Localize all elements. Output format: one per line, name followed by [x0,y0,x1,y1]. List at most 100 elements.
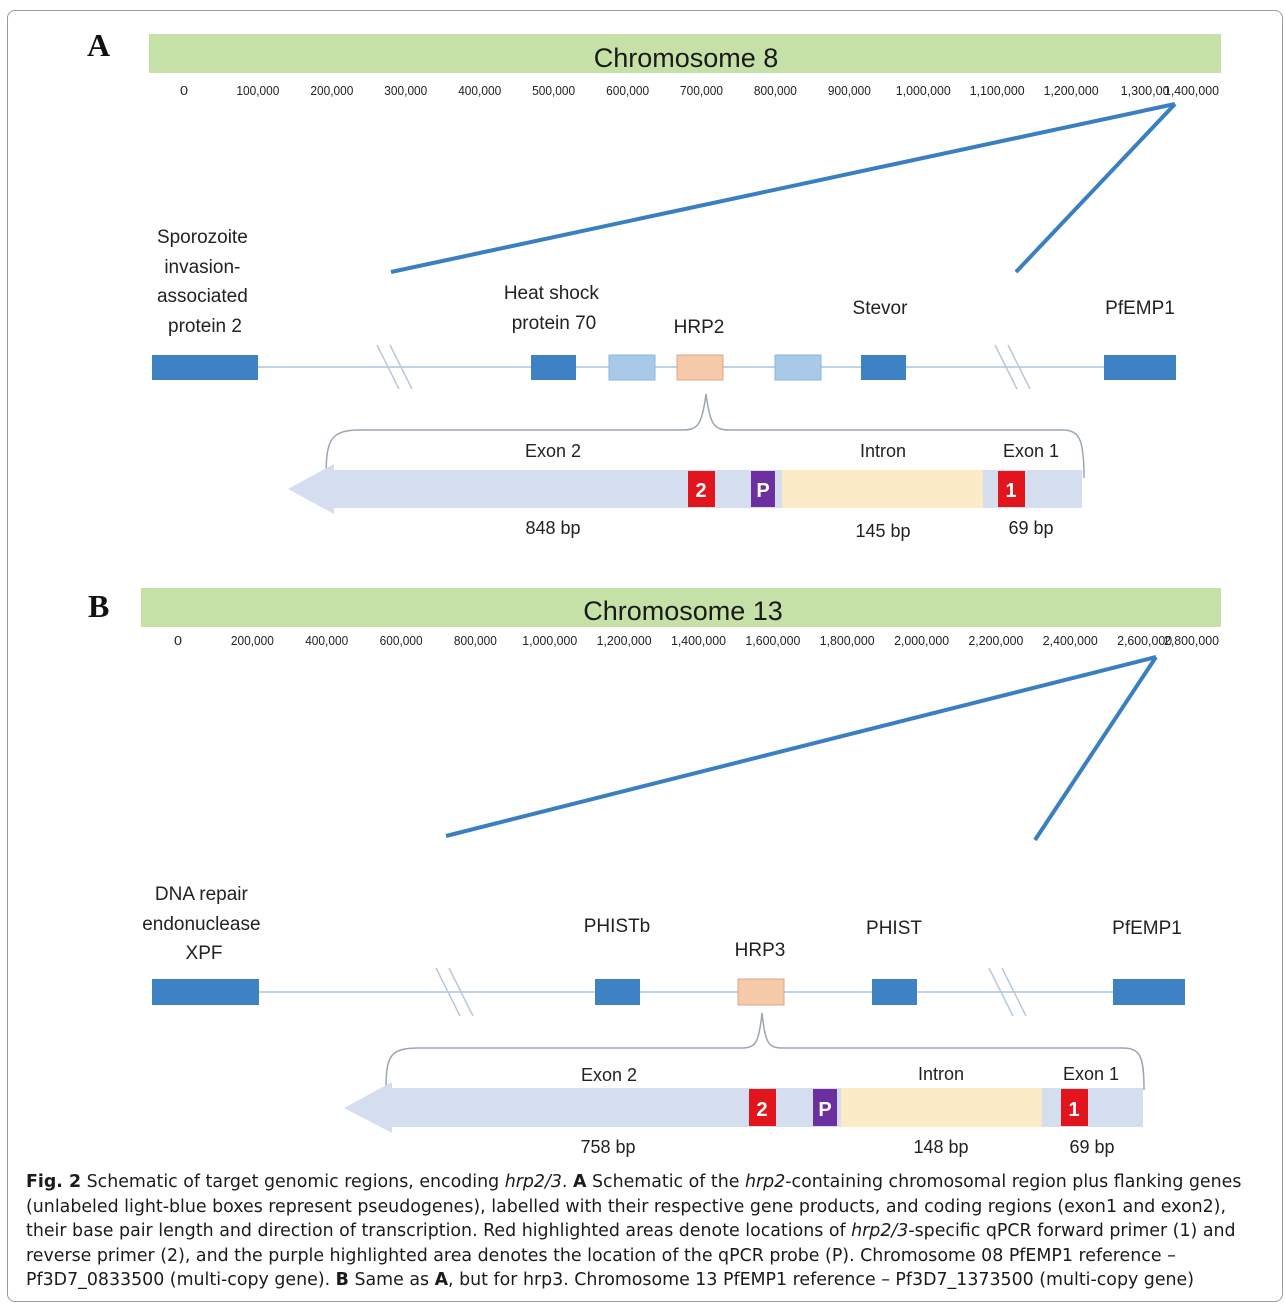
probe-marker [751,471,775,507]
scale-tick-label: 400,000 [458,83,501,98]
figure-frame [7,10,1283,1302]
gene-box-hsp70 [531,355,576,380]
scale-tick-label: 1,200,000 [597,633,652,648]
scale-tick-label: 500,000 [532,83,575,98]
caption-gene-name: hrp2/3 [504,1172,562,1192]
scale-tick-label: 400,000 [305,633,348,648]
scale-tick-label: 1,000,000 [522,633,577,648]
scale-tick-label: 900,000 [828,83,871,98]
zoom-line-left [390,102,1176,274]
break-mark [1007,344,1031,390]
chromosome-8-title: Chromosome 8 [594,43,779,73]
panel-b: B Chromosome 13 0 200,000 400,000 600,000 80… [88,588,1221,1157]
forward-primer-marker [1061,1089,1088,1126]
scale-tick-label: 200,000 [310,83,353,98]
caption-text: Schematic of target genomic regions, enc… [81,1172,505,1192]
gene-box-hrp2 [676,354,724,381]
intron-region [782,470,983,508]
caption-text: -containing chromosomal region plus flan… [26,1172,1242,1241]
caption-text: Schematic of the [586,1172,745,1192]
scale-tick-label: 1,000,000 [896,83,951,98]
forward-primer-label: 1 [1005,480,1016,502]
break-mark [435,967,461,1017]
pseudogene-box [608,354,656,381]
panel-letter-a: A [87,27,110,63]
gene-box-phistb [595,979,640,1005]
intron-length: 148 bp [913,1137,968,1157]
scale-tick-label: 100,000 [236,83,279,98]
chromosome-13-scale: 0 200,000 400,000 600,000 800,000 1,000,000 1,… [174,633,1219,648]
zoom-brace [385,1012,1145,1091]
caption-fig-label: Fig. 2 [26,1172,82,1192]
gene-label-hrp3: HRP3 [735,940,786,961]
gene-label-hsp70: Heat shock protein 70 [504,283,604,334]
panel-a: A Chromosome 8 0 100,000 200,000 300,000 400… [87,27,1221,541]
scale-tick-label: 600,000 [606,83,649,98]
zoom-line-right [1014,102,1177,274]
scale-tick-label: 1,600,000 [745,633,800,648]
scale-tick-label: 200,000 [231,633,274,648]
chromosome-8-scale: 0 100,000 200,000 300,000 400,000 500,000 600,… [180,83,1219,98]
break-mark [1001,967,1027,1017]
probe-label: P [818,1099,831,1121]
scale-tick-label: 600,000 [380,633,423,648]
gene-label-pfemp1: PfEMP1 [1105,298,1175,319]
break-mark [988,967,1014,1017]
exon2-label: Exon 2 [581,1065,637,1085]
gene-box-stevor [861,355,906,380]
intron-region [841,1088,1042,1127]
gene-label-phistb: PHISTb [584,916,651,937]
figure-caption: Fig. 2 Schematic of target genomic regio… [26,1170,1266,1293]
gene-box-pfemp1 [1113,979,1185,1005]
break-mark [376,344,400,390]
gene-box-pfemp1 [1104,355,1176,380]
break-mark [389,344,413,390]
break-mark [448,967,474,1017]
scale-tick-label: 2,000,000 [894,633,949,648]
panel-letter-b: B [88,588,109,624]
gene-label-phist: PHIST [866,918,922,939]
scale-tick-label: 1,300,00 [1121,83,1170,98]
reverse-primer-marker [749,1089,776,1126]
reverse-primer-label: 2 [695,480,706,502]
probe-label: P [756,480,769,502]
exon1-label: Exon 1 [1063,1064,1119,1084]
scale-tick-label: 800,000 [754,83,797,98]
break-mark [994,344,1018,390]
gene-box-dna-repair [152,979,259,1005]
scale-tick-label: 0 [180,83,188,98]
scale-tick-label: 1,200,000 [1044,83,1099,98]
scale-tick-label: 2,200,000 [968,633,1023,648]
gene-label-pfemp1: PfEMP1 [1112,918,1182,939]
forward-primer-marker [998,471,1025,507]
exon2-length: 758 bp [580,1137,635,1157]
scale-tick-label: 1,100,000 [970,83,1025,98]
forward-primer-label: 1 [1068,1099,1079,1121]
gene-box-phist [872,979,917,1005]
exon1-label: Exon 1 [1003,441,1059,461]
zoom-brace [325,393,1085,479]
scale-tick-label: 1,800,000 [820,633,875,648]
gene-box-sporozoite [152,355,258,380]
reverse-primer-marker [688,471,715,507]
chromosome-13-bar [141,588,1221,627]
scale-tick-label: 800,000 [454,633,497,648]
gene-label-stevor: Stevor [853,298,909,319]
exon1-length: 69 bp [1069,1137,1114,1157]
caption-text: Same as [348,1270,435,1290]
reverse-primer-label: 2 [756,1099,767,1121]
gene-label-hrp2: HRP2 [674,317,725,338]
caption-text: , but for hrp3. Chromosome 13 PfEMP1 ref… [448,1270,1195,1290]
intron-length: 145 bp [855,521,910,541]
scale-tick-label: 2,600,000 [1117,633,1172,648]
scale-tick-label: 2,400,000 [1043,633,1098,648]
zoom-line-right [1033,655,1158,842]
caption-panel-ref: A [572,1172,587,1192]
probe-marker [813,1089,837,1126]
pseudogene-box [774,354,822,381]
chromosome-8-bar [149,34,1221,73]
caption-panel-ref: A [434,1270,449,1290]
scale-tick-label: 300,000 [384,83,427,98]
exon1-length: 69 bp [1008,518,1053,538]
chromosome-13-title: Chromosome 13 [583,596,783,626]
